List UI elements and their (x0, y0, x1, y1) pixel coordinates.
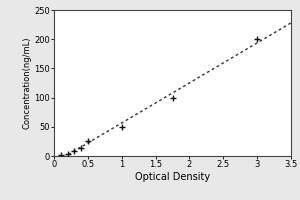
Y-axis label: Concentration(ng/mL): Concentration(ng/mL) (22, 37, 31, 129)
X-axis label: Optical Density: Optical Density (135, 172, 210, 182)
